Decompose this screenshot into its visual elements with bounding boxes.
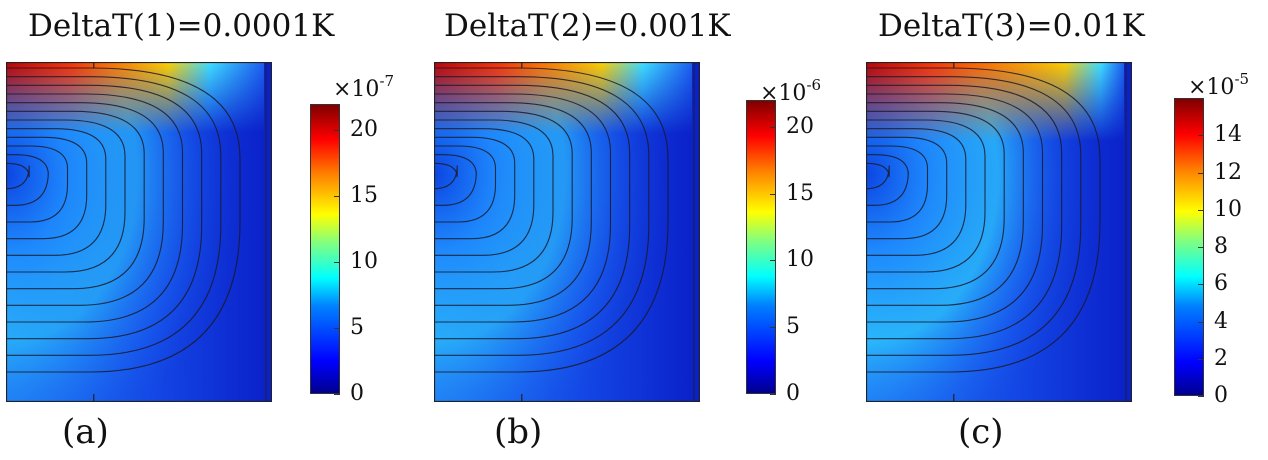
panel-a-label: (a) bbox=[62, 412, 109, 452]
streamline bbox=[6, 154, 49, 206]
colorbar-tick-label: 4 bbox=[1214, 308, 1228, 334]
panel-b-colorbar bbox=[746, 100, 776, 394]
colorbar-tick-mark bbox=[770, 394, 776, 395]
colorbar-tick-mark bbox=[334, 262, 340, 264]
streamline bbox=[434, 128, 535, 256]
panel-c-colorbar-multiplier: ×10-5 bbox=[1188, 70, 1250, 100]
colorbar-tick-label: 14 bbox=[1214, 122, 1242, 148]
streamline bbox=[866, 162, 890, 190]
plot-frame bbox=[434, 62, 700, 402]
colorbar-tick-label: 6 bbox=[1214, 271, 1228, 297]
streamline bbox=[866, 119, 986, 273]
streamline bbox=[6, 102, 164, 306]
streamline bbox=[434, 67, 669, 373]
panel-c-field bbox=[866, 62, 1132, 402]
plot-frame bbox=[866, 62, 1132, 402]
streamline bbox=[6, 110, 145, 290]
streamline bbox=[434, 162, 458, 190]
streamline bbox=[434, 145, 497, 223]
colorbar-tick-label: 15 bbox=[786, 180, 814, 206]
panel-c-title: DeltaT(3)=0.01K bbox=[878, 8, 1145, 44]
panel-a-title: DeltaT(1)=0.0001K bbox=[28, 8, 335, 44]
streamline bbox=[6, 67, 241, 373]
colorbar-tick-mark bbox=[770, 260, 776, 262]
streamline bbox=[6, 136, 88, 240]
colorbar-tick-label: 20 bbox=[350, 117, 378, 143]
colorbar-tick-mark bbox=[334, 328, 340, 330]
streamline bbox=[866, 84, 1063, 340]
streamline bbox=[6, 119, 126, 273]
streamline bbox=[866, 76, 1082, 356]
colorbar-tick-mark bbox=[1198, 284, 1204, 286]
panel-c-plot bbox=[866, 62, 1132, 402]
colorbar-tick-label: 2 bbox=[1214, 345, 1228, 371]
streamline bbox=[866, 102, 1024, 306]
streamline bbox=[6, 76, 222, 356]
colorbar-tick-mark bbox=[770, 327, 776, 329]
streamline bbox=[6, 162, 30, 190]
panel-a-colorbar-multiplier: ×10-7 bbox=[333, 72, 395, 102]
streamline bbox=[434, 136, 516, 240]
streamline bbox=[434, 93, 612, 323]
streamline bbox=[866, 154, 909, 206]
colorbar-tick-mark bbox=[334, 130, 340, 132]
panel-b-colorbar-multiplier: ×10-6 bbox=[760, 76, 822, 106]
plot-frame bbox=[6, 62, 272, 402]
colorbar-tick-mark bbox=[770, 126, 776, 128]
streamline bbox=[6, 93, 184, 323]
streamline bbox=[434, 110, 573, 290]
streamline bbox=[6, 145, 69, 223]
colorbar-tick-label: 10 bbox=[350, 249, 378, 275]
panel-b-title: DeltaT(2)=0.001K bbox=[444, 8, 731, 44]
panel-b-plot bbox=[434, 62, 700, 402]
streamline bbox=[866, 128, 967, 256]
streamline bbox=[434, 119, 554, 273]
colorbar-tick-mark bbox=[1198, 172, 1204, 174]
colorbar-tick-label: 8 bbox=[1214, 234, 1228, 259]
colorbar-tick-label: 10 bbox=[1214, 196, 1242, 222]
colorbar-tick-mark bbox=[1198, 321, 1204, 323]
streamline bbox=[866, 93, 1044, 323]
streamline bbox=[434, 154, 477, 206]
panel-b-field bbox=[434, 62, 700, 402]
colorbar-tick-mark bbox=[1198, 209, 1204, 211]
colorbar-tick-mark bbox=[334, 196, 340, 198]
colorbar-tick-mark bbox=[1198, 247, 1204, 248]
panel-a-field bbox=[6, 62, 272, 402]
colorbar-tick-label: 0 bbox=[1214, 383, 1228, 408]
colorbar-tick-mark bbox=[334, 394, 340, 395]
streamline bbox=[6, 128, 107, 256]
streamline bbox=[866, 136, 948, 240]
colorbar-tick-label: 12 bbox=[1214, 159, 1242, 185]
colorbar-tick-label: 0 bbox=[786, 381, 800, 406]
field-hot-band bbox=[6, 62, 264, 133]
colorbar-tick-mark bbox=[1198, 135, 1204, 137]
colorbar-tick-label: 0 bbox=[350, 381, 364, 406]
colorbar-tick-mark bbox=[770, 193, 776, 195]
colorbar-tick-label: 10 bbox=[786, 247, 814, 273]
streamline bbox=[434, 76, 650, 356]
colorbar-tick-label: 15 bbox=[350, 183, 378, 209]
colorbar-tick-label: 5 bbox=[786, 314, 800, 340]
streamline bbox=[6, 84, 203, 340]
streamline bbox=[866, 110, 1005, 290]
field-hot-band bbox=[434, 62, 692, 134]
streamline bbox=[866, 145, 929, 223]
streamline bbox=[434, 84, 631, 340]
panel-a-plot bbox=[6, 62, 272, 402]
colorbar-tick-mark bbox=[1198, 358, 1204, 360]
colorbar-tick-label: 5 bbox=[350, 315, 364, 341]
colorbar-tick-mark bbox=[1198, 396, 1204, 397]
streamline bbox=[866, 67, 1101, 373]
colorbar-tick-label: 20 bbox=[786, 113, 814, 139]
streamline bbox=[434, 102, 592, 306]
panel-b-label: (b) bbox=[494, 412, 543, 452]
panel-c-label: (c) bbox=[958, 412, 1004, 452]
panel-a-colorbar bbox=[310, 104, 340, 394]
